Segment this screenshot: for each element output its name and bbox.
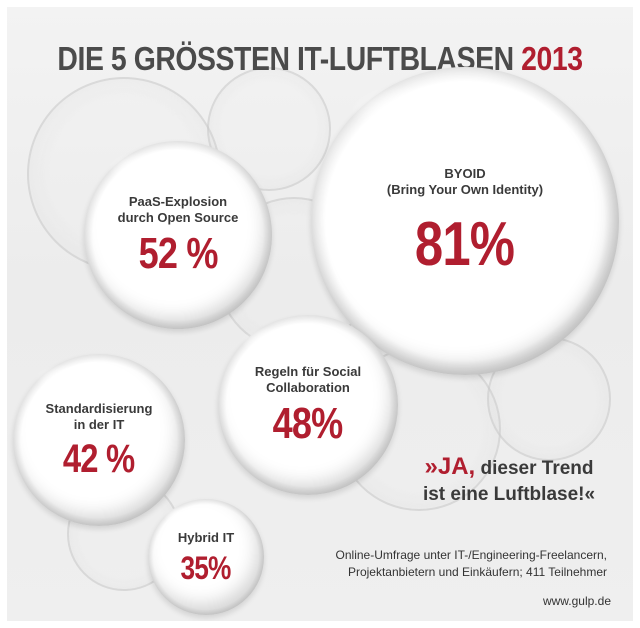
bubble-label: Regeln für Social Collaboration xyxy=(254,364,362,395)
bubble-content: PaaS-Explosion durch Open Source 52 % xyxy=(84,141,272,329)
bubble-highlight xyxy=(162,505,204,527)
bubble-content: Standardisierung in der IT 42 % xyxy=(13,354,185,526)
bubble-value: 42 % xyxy=(63,437,135,481)
bubble-2: PaaS-Explosion durch Open Source 52 % xyxy=(84,141,272,329)
quote-line2: ist eine Luftblase!« xyxy=(422,484,596,505)
bubble-1: BYOID (Bring Your Own Identity) 81% xyxy=(311,67,619,375)
bubble-content: BYOID (Bring Your Own Identity) 81% xyxy=(311,67,619,375)
bubble-highlight xyxy=(34,364,95,395)
bubble-value: 48% xyxy=(273,399,344,448)
quote-ja: JA, xyxy=(437,453,476,480)
bubble-label: Hybrid IT xyxy=(177,530,235,545)
bubble-highlight xyxy=(240,325,304,358)
bubble-label: PaaS-Explosion durch Open Source xyxy=(117,194,239,225)
bubble-content: Regeln für Social Collaboration 48% xyxy=(218,315,398,495)
bubble-3: Regeln für Social Collaboration 48% xyxy=(218,315,398,495)
bubble-value: 81% xyxy=(415,210,515,279)
infographic-canvas: DIE 5 GRÖSSTEN IT-LUFTBLASEN 2013 BYOID … xyxy=(7,7,633,621)
bubble-value: 52 % xyxy=(138,229,219,278)
bubble-content: Hybrid IT 35% xyxy=(148,499,264,615)
source-url[interactable]: www.gulp.de xyxy=(542,594,611,608)
bubble-highlight xyxy=(107,152,174,186)
title-year: 2013 xyxy=(521,40,583,77)
bubble-5: Hybrid IT 35% xyxy=(148,499,264,615)
bubble-highlight xyxy=(349,85,458,140)
quote: »JA, dieser Trend ist eine Luftblase!« xyxy=(399,454,619,508)
survey-note: Online-Umfrage unter IT-/Engineering-Fre… xyxy=(335,548,607,579)
bubble-label: Standardisierung in der IT xyxy=(45,401,153,432)
quote-open: » xyxy=(424,453,438,480)
bubble-value: 35% xyxy=(180,550,232,586)
bubble-4: Standardisierung in der IT 42 % xyxy=(13,354,185,526)
quote-rest1: dieser Trend xyxy=(475,458,594,479)
bubble-label: BYOID (Bring Your Own Identity) xyxy=(386,166,544,197)
